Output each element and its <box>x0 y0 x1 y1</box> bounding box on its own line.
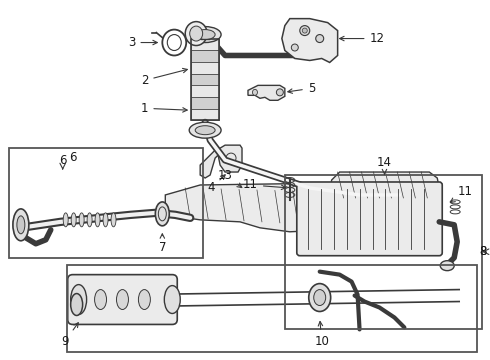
Text: 3: 3 <box>128 36 157 49</box>
FancyBboxPatch shape <box>297 182 442 256</box>
Bar <box>191 62 219 73</box>
Ellipse shape <box>13 209 29 241</box>
Ellipse shape <box>302 28 307 33</box>
Ellipse shape <box>292 44 298 51</box>
Bar <box>191 109 219 120</box>
Ellipse shape <box>190 26 203 41</box>
Text: 13: 13 <box>218 168 242 188</box>
Bar <box>191 39 219 50</box>
Text: 8: 8 <box>480 245 487 258</box>
Ellipse shape <box>117 289 128 310</box>
Ellipse shape <box>300 26 310 36</box>
Ellipse shape <box>440 261 454 271</box>
Text: 1: 1 <box>141 102 187 115</box>
Ellipse shape <box>95 213 100 227</box>
Ellipse shape <box>111 213 116 227</box>
Ellipse shape <box>155 202 169 226</box>
Ellipse shape <box>71 293 83 315</box>
Polygon shape <box>330 172 439 198</box>
Bar <box>9 148 203 258</box>
Ellipse shape <box>164 285 180 314</box>
FancyBboxPatch shape <box>68 275 177 324</box>
Ellipse shape <box>71 213 76 227</box>
Bar <box>191 50 219 62</box>
Polygon shape <box>165 183 355 232</box>
Text: 14: 14 <box>377 156 392 174</box>
Text: 8: 8 <box>480 245 487 258</box>
Ellipse shape <box>185 22 207 45</box>
Bar <box>67 265 477 352</box>
Ellipse shape <box>95 289 106 310</box>
Ellipse shape <box>63 213 68 227</box>
Ellipse shape <box>189 27 221 42</box>
Bar <box>191 73 219 85</box>
Ellipse shape <box>316 35 324 42</box>
Polygon shape <box>200 145 242 178</box>
Text: 7: 7 <box>159 234 166 254</box>
Text: 11: 11 <box>243 179 286 192</box>
Ellipse shape <box>17 216 25 234</box>
Ellipse shape <box>87 213 92 227</box>
Ellipse shape <box>314 289 326 306</box>
Text: 10: 10 <box>314 321 329 348</box>
Text: 6: 6 <box>69 150 76 163</box>
Polygon shape <box>282 19 338 62</box>
Polygon shape <box>248 85 285 100</box>
Text: 9: 9 <box>61 323 78 348</box>
Ellipse shape <box>309 284 331 311</box>
Ellipse shape <box>189 122 221 138</box>
Text: 12: 12 <box>340 32 385 45</box>
Text: 5: 5 <box>288 82 315 95</box>
Ellipse shape <box>138 289 150 310</box>
Bar <box>191 39 219 120</box>
Text: 2: 2 <box>141 68 187 87</box>
Bar <box>285 175 482 329</box>
Ellipse shape <box>79 213 84 227</box>
Text: 4: 4 <box>208 175 225 194</box>
Ellipse shape <box>71 285 87 315</box>
Bar <box>191 85 219 97</box>
Text: 6: 6 <box>59 154 67 167</box>
Ellipse shape <box>252 89 257 95</box>
Bar <box>191 97 219 109</box>
Ellipse shape <box>276 89 283 96</box>
Text: 11: 11 <box>450 185 472 203</box>
Ellipse shape <box>195 30 215 40</box>
Ellipse shape <box>103 213 108 227</box>
Ellipse shape <box>195 126 215 135</box>
